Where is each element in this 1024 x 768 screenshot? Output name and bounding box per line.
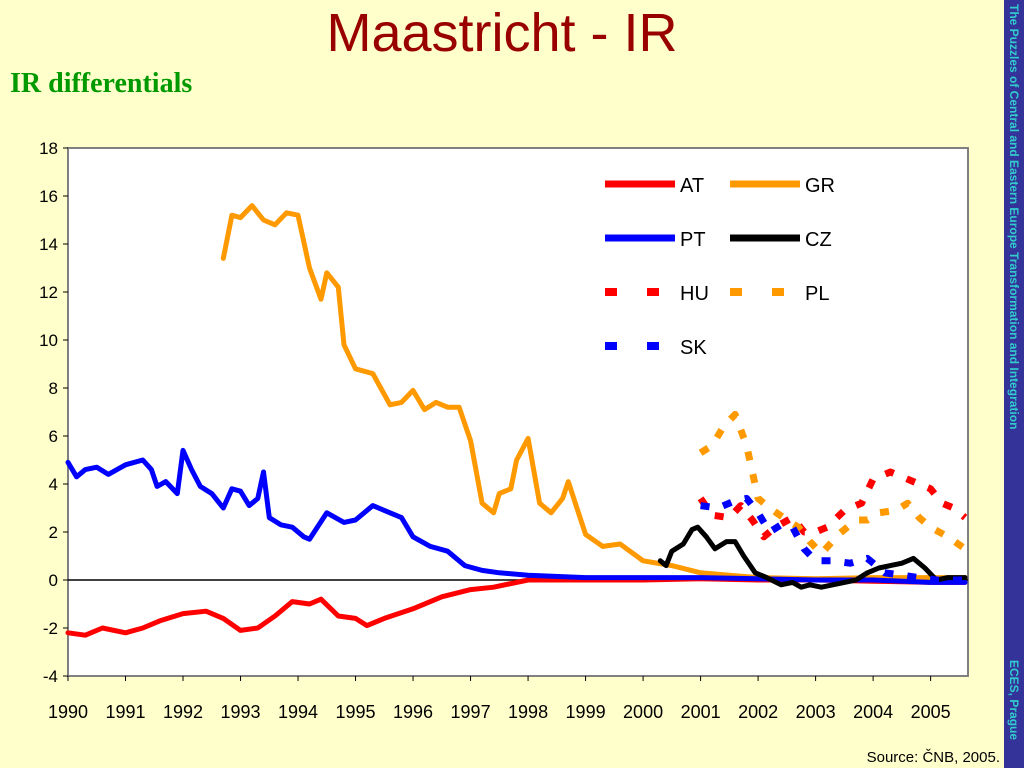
sidebar-band — [1004, 0, 1024, 768]
x-axis: 1990 1991 1992 1993 1994 1995 1996 1997 1998 1999… — [48, 676, 951, 722]
series-line-cz — [657, 524, 968, 590]
x-tick-label: 1996 — [393, 702, 433, 722]
y-tick-label: 2 — [49, 523, 58, 542]
y-tick-label: 10 — [39, 331, 58, 350]
y-tick-label: 18 — [39, 139, 58, 158]
source-note: Source: ČNB, 2005. — [866, 749, 1000, 766]
y-tick-label: 6 — [49, 427, 58, 446]
x-tick-label: 2003 — [796, 702, 836, 722]
series-layer — [65, 203, 968, 638]
y-tick-label: 4 — [49, 475, 58, 494]
x-tick-label: 1992 — [163, 702, 203, 722]
x-tick-label: 1999 — [566, 702, 606, 722]
x-tick-label: 1994 — [278, 702, 318, 722]
series-line-gr — [220, 203, 968, 582]
y-tick-label: 8 — [49, 379, 58, 398]
legend-label-sk: SK — [680, 337, 707, 359]
sidebar-course-title: The Puzzles of Central and Eastern Europ… — [1007, 4, 1021, 430]
x-tick-label: 2002 — [738, 702, 778, 722]
x-tick-label: 1998 — [508, 702, 548, 722]
legend-label-at: AT — [680, 175, 704, 197]
x-tick-label: 1991 — [105, 702, 145, 722]
x-tick-label: 1990 — [48, 702, 88, 722]
x-tick-label: 1993 — [221, 702, 261, 722]
x-tick-label: 2000 — [623, 702, 663, 722]
series-line-sk — [700, 494, 966, 584]
x-tick-label: 1995 — [336, 702, 376, 722]
y-tick-label: 14 — [39, 235, 58, 254]
y-tick-label: 0 — [49, 571, 58, 590]
series-line-pt — [65, 447, 968, 585]
slide-subtitle: IR differentials — [10, 68, 193, 99]
legend: AT GR PT CZ HU PL SK — [605, 175, 835, 359]
legend-label-cz: CZ — [805, 229, 832, 251]
y-tick-label: 12 — [39, 283, 58, 302]
x-tick-label: 1997 — [451, 702, 491, 722]
slide-title: Maastricht - IR — [326, 3, 678, 63]
legend-label-pl: PL — [805, 283, 829, 305]
legend-label-pt: PT — [680, 229, 706, 251]
y-tick-label: -4 — [43, 667, 58, 686]
x-tick-label: 2005 — [911, 702, 951, 722]
sidebar-institution: ECES, Prague — [1007, 660, 1021, 741]
plot-area — [67, 147, 969, 677]
legend-label-hu: HU — [680, 283, 709, 305]
y-tick-label: 16 — [39, 187, 58, 206]
x-tick-label: 2004 — [853, 702, 893, 722]
x-tick-label: 2001 — [681, 702, 721, 722]
y-axis: 18 16 14 12 10 8 6 4 2 0 -2 -4 — [39, 139, 68, 686]
legend-label-gr: GR — [805, 175, 835, 197]
y-tick-label: -2 — [43, 619, 58, 638]
